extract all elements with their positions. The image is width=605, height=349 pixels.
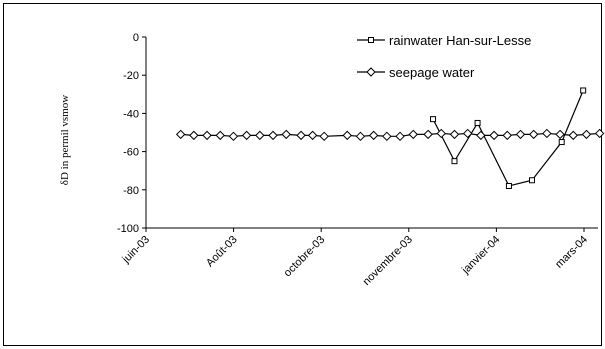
data-point [296, 130, 306, 141]
data-point [255, 130, 265, 141]
data-point [319, 131, 329, 142]
data-point [476, 130, 486, 141]
series-layer [175, 87, 605, 189]
legend-label: seepage water [389, 65, 475, 80]
data-point [423, 129, 433, 140]
data-point [408, 129, 418, 140]
y-tick-label: -40 [123, 108, 139, 120]
legend: rainwater Han-sur-Lesse seepage water [357, 33, 531, 80]
y-tick-label: -100 [117, 223, 139, 235]
data-point [281, 129, 291, 140]
legend-label: rainwater Han-sur-Lesse [389, 33, 531, 48]
data-point [581, 129, 592, 140]
x-tick-label: octobre-03 [282, 234, 328, 280]
data-point [342, 130, 352, 141]
data-point [505, 182, 512, 189]
data-point [430, 116, 437, 123]
data-point [202, 130, 212, 141]
data-point [580, 87, 587, 94]
chart-axes [142, 36, 598, 232]
data-point [529, 177, 536, 184]
data-point [515, 129, 526, 140]
data-point [355, 131, 366, 142]
data-point [175, 129, 186, 140]
chart-frame [3, 3, 602, 346]
data-point [462, 128, 473, 139]
data-point [307, 130, 318, 141]
data-point [228, 131, 239, 142]
data-point [568, 130, 578, 141]
data-point [502, 130, 512, 141]
data-point [268, 130, 278, 141]
data-point [189, 130, 199, 141]
legend-marker [366, 67, 376, 77]
data-point [474, 119, 481, 126]
data-point [241, 130, 252, 141]
x-tick-label: Août-03 [204, 234, 240, 270]
data-point [542, 128, 552, 139]
y-tick-label: -80 [123, 185, 139, 197]
x-tick-label: mars-04 [553, 234, 590, 271]
data-point [594, 128, 605, 139]
data-point [368, 130, 379, 141]
data-point [436, 128, 446, 139]
legend-marker [368, 37, 374, 43]
y-tick-label: -20 [123, 70, 139, 82]
y-tick-label: 0 [133, 32, 139, 44]
data-point [558, 139, 565, 146]
data-point [489, 130, 499, 141]
x-tick-label: novembre-03 [361, 234, 415, 288]
data-point [449, 129, 460, 140]
data-point [395, 131, 405, 142]
data-point [555, 129, 565, 140]
series-seepage-water [175, 128, 605, 142]
data-point [215, 130, 225, 141]
series-rainwater [430, 87, 587, 189]
x-tick-label: juin-03 [120, 234, 153, 267]
y-axis-label: δD in permil vsmow [59, 95, 71, 185]
data-point [528, 129, 539, 140]
data-point [382, 131, 392, 142]
data-point [451, 158, 458, 165]
x-tick-label: janvier-04 [459, 234, 502, 277]
y-tick-label: -60 [123, 147, 139, 159]
